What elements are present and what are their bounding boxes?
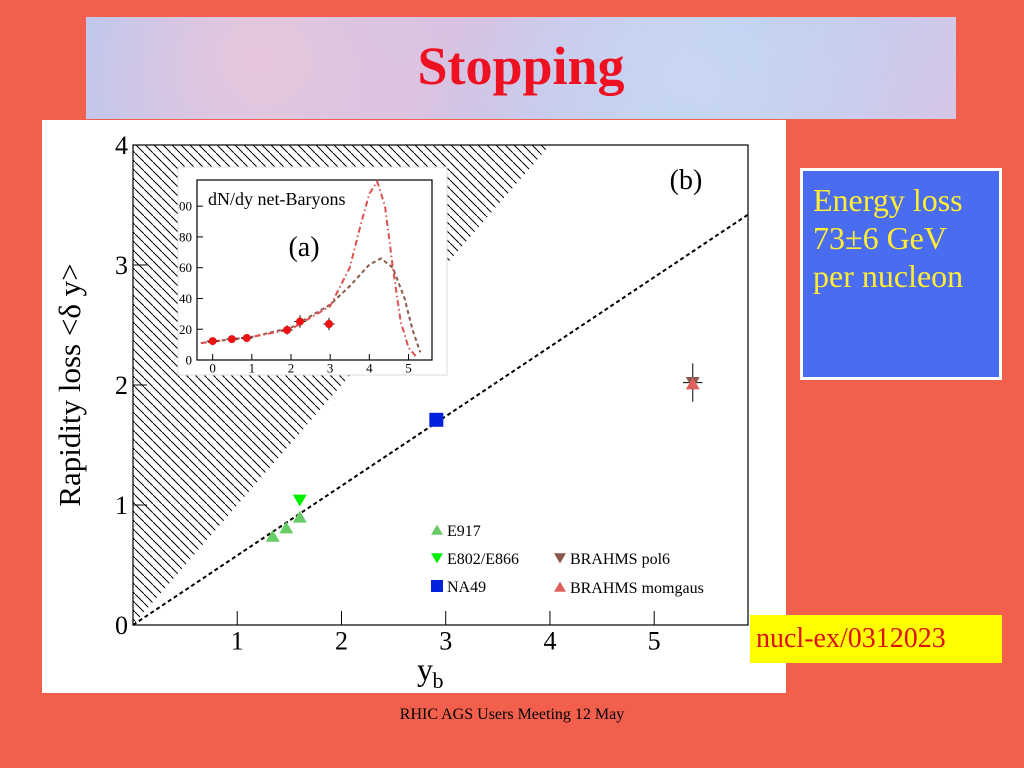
reference-box: nucl-ex/0312023 [750, 615, 1002, 663]
y-tick-label: 60 [179, 260, 192, 275]
x-tick-label: 4 [366, 360, 373, 375]
inset-title: dN/dy net-Baryons [208, 189, 345, 209]
y-tick-label: 20 [179, 322, 192, 337]
axes-frame [196, 179, 433, 361]
x-tick-label: 3 [439, 627, 452, 656]
legend-label: BRAHMS pol6 [570, 551, 670, 568]
panel-label: (a) [288, 232, 319, 263]
y-tick-label: 2 [115, 371, 128, 400]
marker [208, 337, 217, 346]
marker [554, 581, 566, 592]
marker [292, 510, 307, 523]
marker [324, 320, 333, 328]
panel-label: (b) [670, 165, 703, 196]
marker [292, 494, 307, 507]
marker [431, 553, 443, 564]
curve [132, 213, 749, 626]
marker [242, 334, 251, 342]
x-axis-label: y [417, 651, 433, 687]
marker [227, 335, 236, 344]
marker [296, 317, 305, 326]
slide-title: Stopping [417, 36, 625, 96]
legend-label: NA49 [447, 579, 486, 596]
marker [685, 377, 700, 390]
note-box: Energy loss 73±6 GeV per nucleon [800, 168, 1002, 380]
x-tick-label: 3 [327, 360, 334, 375]
legend-label: E802/E866 [447, 551, 519, 568]
marker [431, 580, 443, 592]
x-tick-label: 2 [288, 360, 295, 375]
marker [283, 326, 292, 334]
y-tick-label: 00 [179, 199, 192, 214]
legend-label: BRAHMS momgaus [570, 580, 704, 597]
x-tick-label: 1 [231, 627, 244, 656]
marker [279, 521, 294, 534]
marker [265, 529, 280, 542]
y-tick-label: 40 [179, 291, 192, 306]
x-tick-label: 0 [209, 360, 216, 375]
legend-label: E917 [447, 523, 481, 540]
title-banner: Stopping [86, 17, 956, 119]
footer: RHIC AGS Users Meeting 12 May [399, 706, 625, 723]
x-tick-label: 1 [249, 360, 256, 375]
y-tick-label: 80 [179, 229, 192, 244]
y-axis-label: Rapidity loss <δ y> [52, 263, 87, 506]
x-tick-label: 4 [543, 627, 556, 656]
x-axis-label-sub: b [433, 668, 444, 693]
x-tick-label: 5 [405, 360, 412, 375]
y-tick-label: 0 [186, 353, 193, 368]
x-tick-label: 5 [648, 627, 661, 656]
y-tick-label: 1 [115, 491, 128, 520]
curve [200, 179, 418, 358]
y-tick-label: 3 [115, 251, 128, 280]
marker [429, 412, 444, 427]
marker [554, 553, 566, 564]
y-tick-label: 4 [115, 131, 128, 160]
marker [431, 524, 443, 535]
x-tick-label: 2 [335, 627, 348, 656]
y-tick-label: 0 [115, 611, 128, 640]
